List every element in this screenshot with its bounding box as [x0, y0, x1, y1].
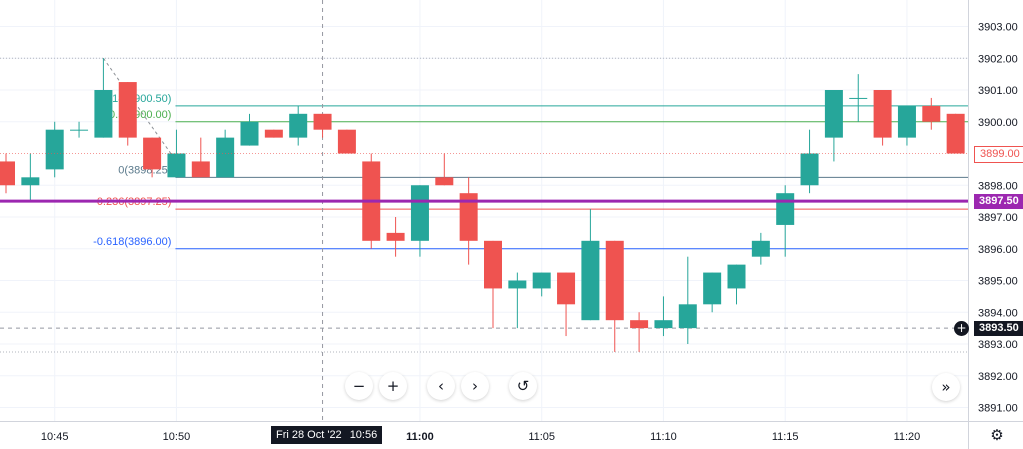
price-axis-tick-label: 3897.00	[978, 212, 1018, 224]
candle-body[interactable]	[824, 90, 843, 138]
crosshair-time: 10:56	[349, 429, 378, 441]
add-plus-icon[interactable]: +	[954, 321, 969, 336]
price-axis-tick-label: 3898.00	[978, 180, 1018, 192]
price-axis-tick-label: 3902.00	[978, 53, 1018, 65]
candle-body[interactable]	[873, 90, 892, 138]
crosshair-time-label: Fri 28 Oct '22 10:56	[271, 426, 383, 444]
time-axis-tick-label: 11:15	[772, 431, 799, 443]
time-axis-tick-label: 11:00	[406, 431, 434, 443]
time-axis-tick-label: 10:45	[41, 431, 69, 443]
crosshair-price-label: 3893.50	[974, 321, 1023, 336]
reset-chart-button[interactable]: ↺	[509, 372, 537, 400]
price-axis-tick-label: 3893.00	[978, 339, 1018, 351]
zoom-in-button[interactable]: +	[379, 372, 407, 400]
price-axis-tick-label: 3900.00	[978, 117, 1018, 129]
candle-body[interactable]	[654, 320, 673, 329]
candle-body[interactable]	[94, 90, 113, 138]
candle-body[interactable]	[605, 240, 624, 321]
price-axis-tick-label: 3891.00	[978, 403, 1018, 415]
candle-body[interactable]	[557, 272, 576, 305]
candle-body[interactable]	[508, 280, 527, 289]
candle-body[interactable]	[678, 304, 697, 329]
zoom-out-button[interactable]: −	[345, 372, 373, 400]
candle-body[interactable]	[191, 161, 210, 178]
candle-body[interactable]	[849, 97, 868, 99]
time-axis-tick-label: 11:10	[650, 431, 677, 443]
price-axis-tick-label: 3903.00	[978, 22, 1018, 34]
candle-body[interactable]	[459, 193, 478, 241]
price-axis-tick-label: 3894.00	[978, 307, 1018, 319]
fib-level-label: -0.618(3896.00)	[93, 236, 171, 248]
candle-body[interactable]	[532, 272, 551, 289]
candle-body[interactable]	[240, 121, 259, 146]
candle-body[interactable]	[776, 193, 795, 225]
time-axis-tick-label: 10:50	[163, 431, 191, 443]
candle-body[interactable]	[264, 129, 283, 138]
candle-body[interactable]	[751, 240, 770, 257]
candle-body[interactable]	[143, 137, 162, 170]
plot-area[interactable]	[0, 0, 968, 421]
candle-body[interactable]	[727, 264, 746, 289]
candle-body[interactable]	[167, 153, 186, 178]
candle-body[interactable]	[946, 113, 965, 154]
candle-body[interactable]	[289, 113, 308, 138]
candle-body[interactable]	[216, 137, 235, 178]
candle-body[interactable]	[45, 129, 64, 170]
candle-body[interactable]	[21, 177, 40, 186]
candle-body[interactable]	[435, 177, 454, 186]
candle-body[interactable]	[703, 272, 722, 305]
candle-body[interactable]	[800, 153, 819, 186]
chart-navigation: − + ‹ › ↺	[345, 372, 537, 400]
candle-body[interactable]	[313, 113, 332, 130]
scroll-left-button[interactable]: ‹	[427, 372, 455, 400]
candle-body[interactable]	[337, 129, 356, 154]
price-axis-tick-label: 3896.00	[978, 244, 1018, 256]
fib-level-label: 0.5(3900.00)	[109, 109, 171, 121]
crosshair-date: Fri 28 Oct '22	[276, 429, 342, 441]
candle-body[interactable]	[70, 129, 89, 131]
time-axis-tick-label: 11:05	[528, 431, 555, 443]
time-axis-tick-label: 11:20	[894, 431, 921, 443]
candle-body[interactable]	[484, 240, 502, 289]
candle-body[interactable]	[630, 320, 649, 329]
candle-body[interactable]	[410, 185, 429, 241]
candle-body[interactable]	[922, 105, 941, 122]
settings-icon[interactable]: ⚙	[990, 426, 1004, 444]
candle-body[interactable]	[897, 105, 916, 138]
horizontal-line-price-label[interactable]: 3897.50	[974, 194, 1023, 209]
candle-body[interactable]	[0, 161, 15, 186]
price-axis-tick-label: 3892.00	[978, 371, 1018, 383]
last-price-label: 3899.00	[974, 146, 1023, 163]
scroll-to-realtime-button[interactable]: »	[932, 373, 960, 401]
candle-body[interactable]	[581, 240, 600, 321]
price-axis-tick-label: 3895.00	[978, 276, 1018, 288]
candle-body[interactable]	[386, 232, 405, 241]
candle-body[interactable]	[118, 82, 137, 138]
price-axis-tick-label: 3901.00	[978, 85, 1018, 97]
scroll-right-button[interactable]: ›	[461, 372, 489, 400]
